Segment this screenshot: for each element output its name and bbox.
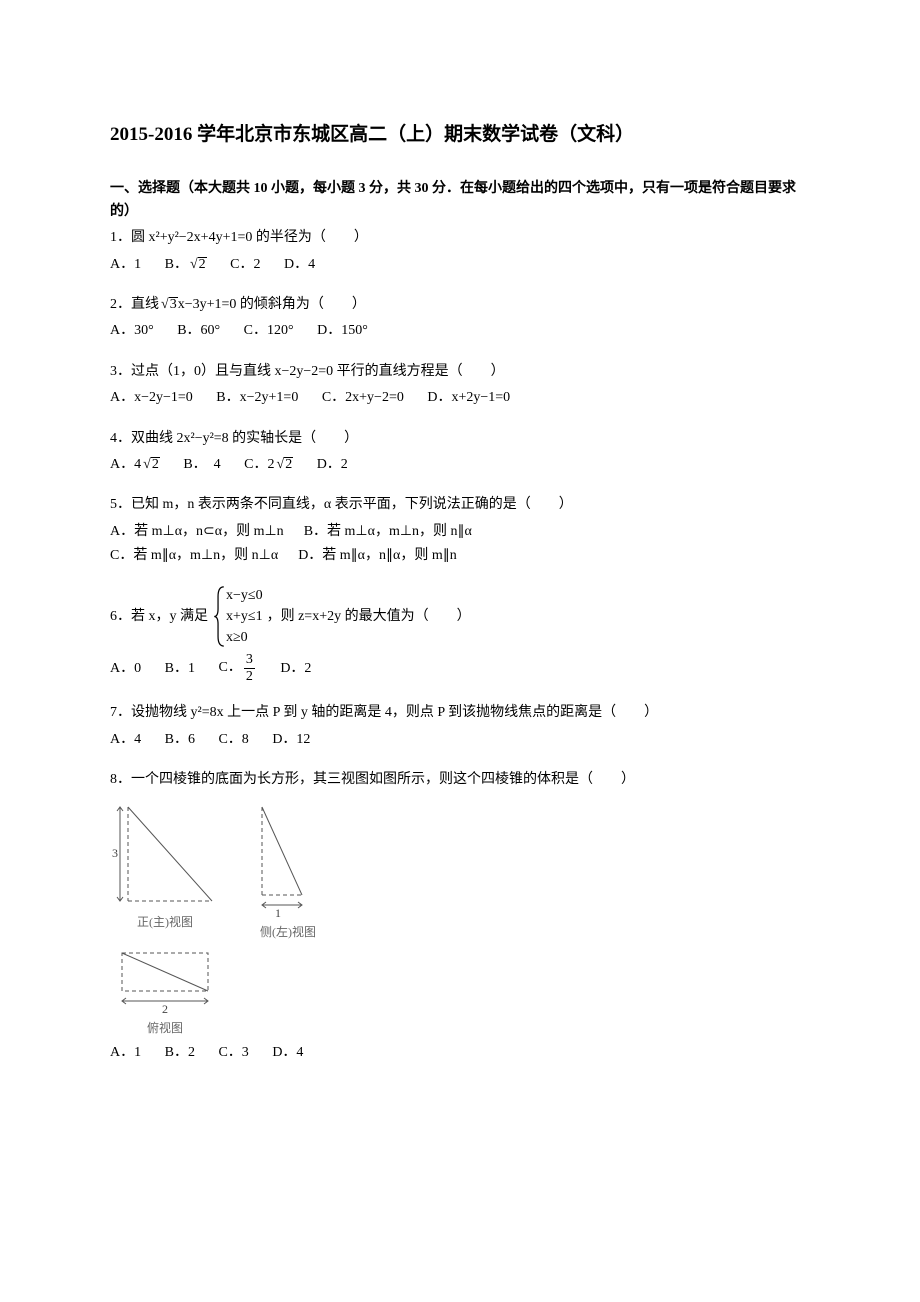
q-num: 7．	[110, 705, 131, 720]
q-num: 5．	[110, 497, 131, 512]
opt-a: A．若 m⊥α，n⊂α，则 m⊥n	[110, 521, 284, 543]
opt-d: D．150°	[317, 320, 368, 342]
dim-w2: 2	[162, 1002, 168, 1016]
opt-b: B． 4	[183, 454, 220, 476]
q-pre: 直线	[131, 297, 159, 312]
question-7: 7．设抛物线 y²=8x 上一点 P 到 y 轴的距离是 4，则点 P 到该抛物…	[110, 702, 810, 751]
q-text: 圆 x²+y²−2x+4y+1=0 的半径为（ ）	[131, 230, 368, 245]
opt-d: D．若 m∥α，n∥α，则 m∥n	[298, 545, 457, 567]
opt-c: C．2x+y−2=0	[322, 387, 404, 409]
section-heading: 一、选择题（本大题共 10 小题，每小题 3 分，共 30 分．在每小题给出的四…	[110, 178, 810, 223]
opt-d: D．4	[272, 1042, 303, 1064]
q-text: 设抛物线 y²=8x 上一点 P 到 y 轴的距离是 4，则点 P 到该抛物线焦…	[131, 705, 658, 720]
side-view: 1 侧(左)视图	[248, 801, 328, 942]
opt-a: A．30°	[110, 320, 154, 342]
top-view-svg: 2	[110, 947, 220, 1017]
top-view-label: 俯视图	[147, 1019, 183, 1038]
side-view-svg: 1	[248, 801, 328, 921]
question-4: 4．双曲线 2x²−y²=8 的实轴长是（ ） A．42 B． 4 C．22 D…	[110, 428, 810, 477]
opt-a: A．4	[110, 729, 141, 751]
opt-a: A．1	[110, 254, 141, 276]
q-num: 2．	[110, 297, 131, 312]
q-text: 一个四棱锥的底面为长方形，其三视图如图所示，则这个四棱锥的体积是（ ）	[131, 772, 635, 787]
q-text: 过点（1，0）且与直线 x−2y−2=0 平行的直线方程是（ ）	[131, 364, 505, 379]
opt-b: B．2	[165, 1042, 195, 1064]
q-num: 1．	[110, 230, 131, 245]
dim-h: 3	[112, 846, 118, 860]
sys-line-1: x−y≤0	[226, 585, 263, 606]
question-6: 6． 若 x，y 满足 x−y≤0 x+y≤1 x≥0 ，则 z=x+2y 的最…	[110, 585, 810, 684]
left-brace-icon	[212, 585, 226, 648]
opt-c: C．32	[218, 652, 256, 684]
q-text: 双曲线 2x²−y²=8 的实轴长是（ ）	[131, 431, 358, 446]
question-3: 3．过点（1，0）且与直线 x−2y−2=0 平行的直线方程是（ ） A．x−2…	[110, 361, 810, 410]
top-view: 2 俯视图	[110, 947, 220, 1038]
page-title: 2015-2016 学年北京市东城区高二（上）期末数学试卷（文科）	[110, 120, 810, 150]
question-5: 5．已知 m，n 表示两条不同直线，α 表示平面，下列说法正确的是（ ） A．若…	[110, 494, 810, 567]
front-view-svg: 3	[110, 801, 220, 911]
opt-c: C．3	[218, 1042, 248, 1064]
opt-d: D．2	[280, 658, 311, 680]
opt-c: C．8	[218, 729, 248, 751]
front-view: 3 正(主)视图	[110, 801, 220, 942]
front-view-label: 正(主)视图	[137, 913, 193, 932]
q-num: 3．	[110, 364, 131, 379]
q-num: 6．	[110, 606, 131, 628]
opt-d: D．12	[272, 729, 310, 751]
opt-b: B．若 m⊥α，m⊥n，则 n∥α	[304, 521, 472, 543]
opt-c: C．若 m∥α，m⊥n，则 n⊥α	[110, 545, 278, 567]
q-post: x−3y+1=0 的倾斜角为（ ）	[178, 297, 366, 312]
question-8: 8．一个四棱锥的底面为长方形，其三视图如图所示，则这个四棱锥的体积是（ ） 3 …	[110, 769, 810, 1064]
sys-line-3: x≥0	[226, 627, 263, 648]
q-post: ，则 z=x+2y 的最大值为（ ）	[267, 606, 471, 628]
opt-b: B．2	[165, 254, 207, 276]
opt-d: D．x+2y−1=0	[427, 387, 510, 409]
q-num: 4．	[110, 431, 131, 446]
opt-b: B．x−2y+1=0	[216, 387, 298, 409]
side-view-label: 侧(左)视图	[260, 923, 316, 942]
opt-a: A．1	[110, 1042, 141, 1064]
opt-a: A．x−2y−1=0	[110, 387, 193, 409]
dim-w1: 1	[275, 906, 281, 920]
opt-d: D．4	[284, 254, 315, 276]
opt-c: C．22	[244, 454, 293, 476]
opt-b: B．1	[165, 658, 195, 680]
q-num: 8．	[110, 772, 131, 787]
sqrt-icon: 3	[159, 294, 178, 316]
opt-c: C．2	[230, 254, 260, 276]
opt-b: B．60°	[177, 320, 220, 342]
opt-a: A．0	[110, 658, 141, 680]
brace-system: x−y≤0 x+y≤1 x≥0	[212, 585, 263, 648]
sys-line-2: x+y≤1	[226, 606, 263, 627]
question-1: 1．圆 x²+y²−2x+4y+1=0 的半径为（ ） A．1 B．2 C．2 …	[110, 227, 810, 276]
q-text: 已知 m，n 表示两条不同直线，α 表示平面，下列说法正确的是（ ）	[131, 497, 573, 512]
opt-c: C．120°	[244, 320, 294, 342]
q-pre: 若 x，y 满足	[131, 606, 208, 628]
opt-a: A．42	[110, 454, 160, 476]
opt-d: D．2	[317, 454, 348, 476]
opt-b: B．6	[165, 729, 195, 751]
question-2: 2．直线3x−3y+1=0 的倾斜角为（ ） A．30° B．60° C．120…	[110, 294, 810, 343]
